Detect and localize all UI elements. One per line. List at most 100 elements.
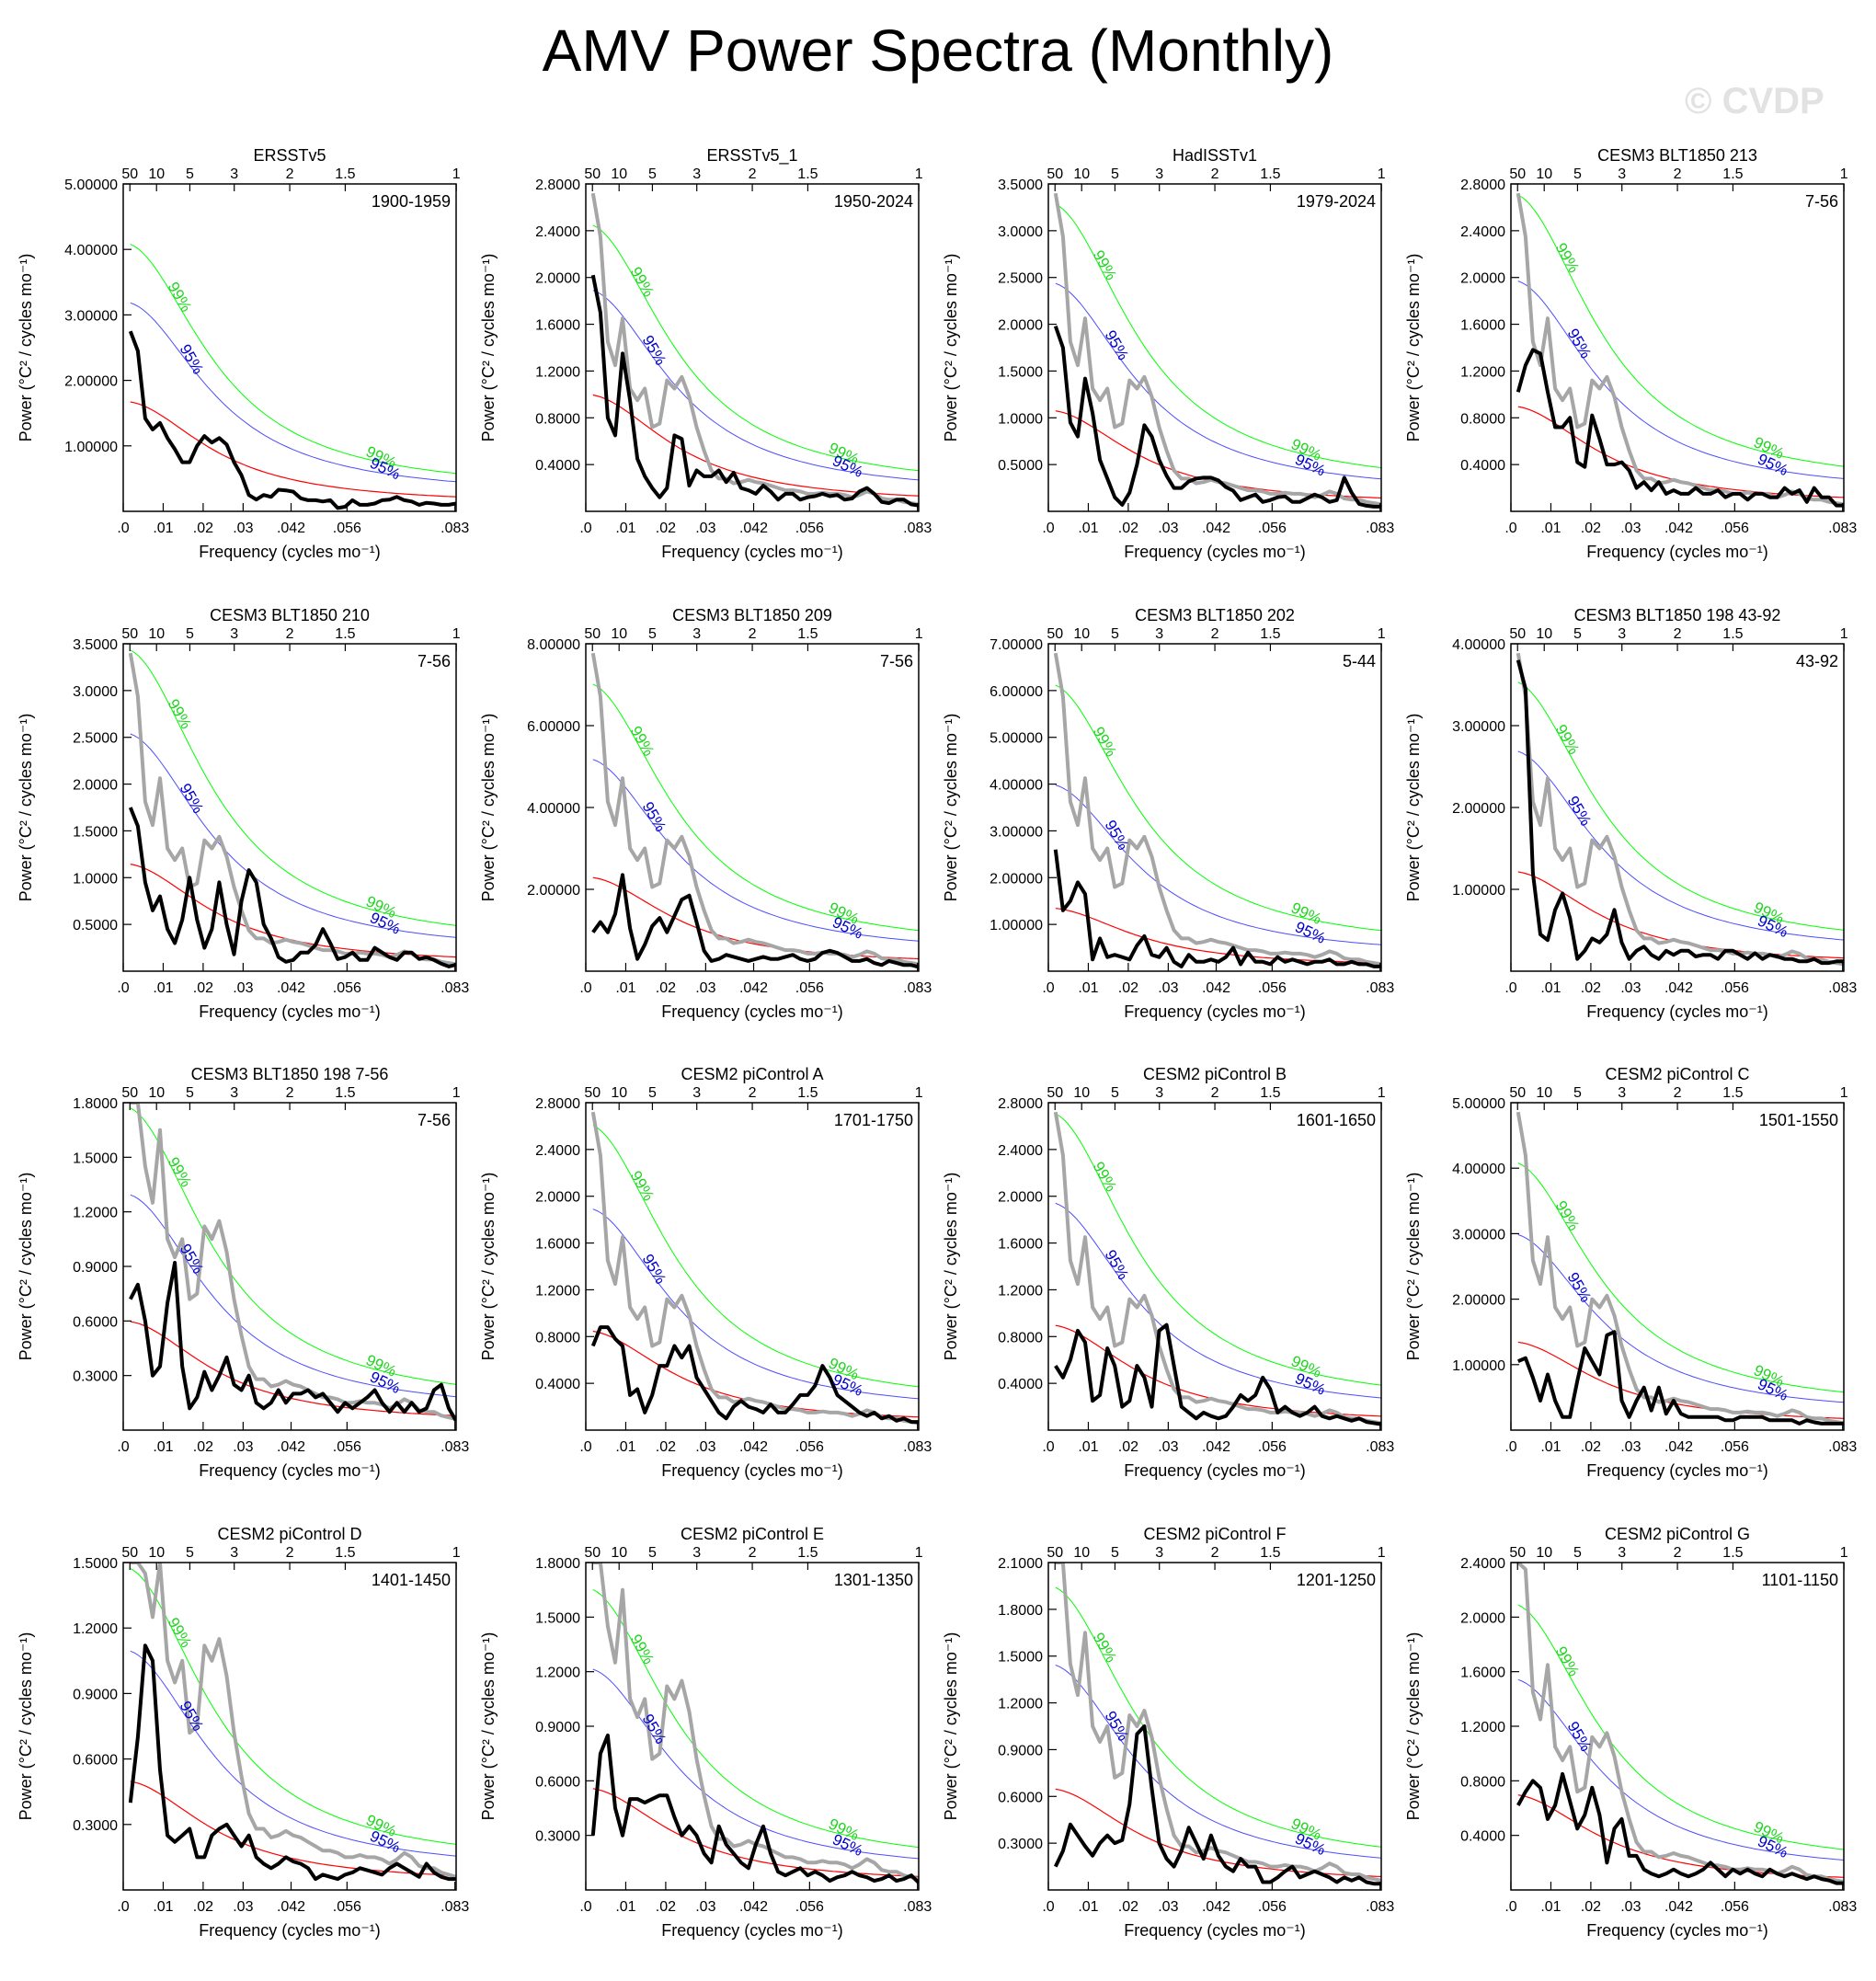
conf-95-label: 95% [829,913,865,943]
x-tick-label: .02 [193,1899,213,1915]
y-tick-label: 1.00000 [1452,1358,1505,1374]
x-tick-label: .056 [1721,521,1749,536]
x-tick-label: .0 [579,980,591,996]
y-tick-label: 6.00000 [989,684,1043,700]
period-tick-label: 1 [1840,166,1848,182]
y-tick-label: 2.5000 [73,731,118,747]
period-tick-label: 3 [230,1085,238,1101]
period-tick-label: 5 [186,1085,194,1101]
y-tick-label: 2.00000 [1452,1293,1505,1309]
x-tick-label: .02 [1581,1899,1601,1915]
period-tick-label: 10 [1536,626,1552,642]
period-tick-label: 10 [1536,1085,1552,1101]
y-tick-label: 0.9000 [998,1743,1043,1758]
period-tick-label: 10 [1073,626,1090,642]
period-tick-label: 5 [1111,1545,1119,1561]
panel-curves [128,244,456,510]
period-tick-label: 1.5 [1260,1085,1280,1101]
period-tick-label: 2 [1674,1085,1682,1101]
plot-frame [1510,1562,1845,1891]
y-tick-label: 2.0000 [535,271,580,287]
y-tick-label: 1.5000 [73,824,118,840]
conf-95-label: 95% [639,332,669,368]
x-tick-label: .0 [1042,1899,1054,1915]
reference-spectrum-line [590,192,919,507]
model-spectrum-line [129,1261,456,1423]
conf-95-label: 95% [639,799,669,835]
x-tick-label: .01 [615,1439,635,1455]
conf-95-label: 95% [1102,327,1132,363]
x-tick-label: .02 [1118,1899,1138,1915]
spectrum-panel-6: 99%99%95%95%2.000004.000006.000008.00000… [479,606,932,1021]
period-tick-label: 5 [186,1545,194,1561]
period-tick-label: 2 [1211,1545,1219,1561]
x-tick-label: .02 [656,1439,676,1455]
y-tick-label: 2.4000 [1460,1556,1505,1572]
period-tick-label: 5 [1573,166,1582,182]
period-tick-label: 1.5 [797,1545,818,1561]
reference-spectrum-line [1053,652,1381,967]
conf-99-curve [592,224,919,472]
y-tick-label: 2.0000 [1460,1610,1505,1626]
period-tick-label: 1 [1840,626,1848,642]
period-tick-label: 1.5 [335,1545,355,1561]
period-tick-label: 50 [121,166,138,182]
x-axis-label: Frequency (cycles mo⁻¹) [199,1921,381,1940]
x-axis-label: Frequency (cycles mo⁻¹) [199,543,381,561]
period-tick-label: 50 [584,626,601,642]
conf-95-curve [130,733,456,938]
period-label: 1979-2024 [1297,192,1376,211]
conf-95-label: 95% [1564,1269,1595,1305]
conf-99-curve [1055,684,1381,932]
conf-99-curve [1055,1113,1381,1386]
x-tick-label: .042 [739,1899,768,1915]
x-tick-label: .0 [1504,980,1516,996]
x-tick-label: .042 [739,521,768,536]
x-tick-label: .02 [193,1439,213,1455]
x-tick-label: .03 [695,1899,715,1915]
red-noise-curve [592,876,919,960]
spectrum-panel-9: 99%99%95%95%0.30000.60000.90001.20001.50… [17,1065,469,1480]
period-tick-label: 2 [1211,1085,1219,1101]
x-tick-label: .03 [1158,1439,1178,1455]
x-tick-label: .01 [1540,1899,1561,1915]
panel-title: CESM2 piControl D [217,1525,361,1543]
model-spectrum-line [590,274,919,508]
period-tick-label: 1 [915,1085,923,1101]
red-noise-curve [1517,871,1844,959]
x-axis-label: Frequency (cycles mo⁻¹) [1586,1002,1768,1021]
panel-title: CESM2 piControl A [681,1065,823,1083]
period-tick-label: 3 [692,626,701,642]
period-label: 1601-1650 [1297,1111,1376,1129]
period-tick-label: 3 [1155,1545,1163,1561]
red-noise-curve [130,1321,456,1416]
spectrum-panel-12: 99%99%95%95%1.000002.000003.000004.00000… [1404,1065,1857,1480]
y-tick-label: 0.9000 [73,1260,118,1276]
period-tick-label: 3 [1618,626,1626,642]
red-noise-curve [592,1788,919,1877]
x-axis-label: Frequency (cycles mo⁻¹) [661,1921,843,1940]
conf-95-label: 95% [367,1827,403,1857]
period-tick-label: 2 [749,1545,757,1561]
period-tick-label: 3 [692,1545,701,1561]
period-label: 1301-1350 [834,1571,913,1589]
period-tick-label: 2 [286,626,294,642]
period-tick-label: 10 [1536,166,1552,182]
x-tick-label: .03 [1620,1899,1641,1915]
conf-99-curve [1517,681,1844,931]
red-noise-curve [1517,1794,1844,1878]
period-tick-label: 10 [148,1085,165,1101]
model-spectrum-line [1516,348,1844,508]
panel-curves [1053,192,1381,509]
x-axis-label: Frequency (cycles mo⁻¹) [661,1461,843,1480]
period-tick-label: 1 [915,1545,923,1561]
y-tick-label: 0.8000 [998,1330,1043,1345]
period-tick-label: 1.5 [1722,1545,1743,1561]
plot-frame [1510,643,1845,972]
conf-99-label: 99% [627,264,658,300]
y-axis-label: Power (°C² / cycles mo⁻¹) [1404,1632,1423,1821]
conf-95-label: 95% [1292,918,1328,947]
red-noise-curve [1517,1341,1844,1419]
y-tick-label: 4.00000 [527,801,580,817]
conf-95-label: 95% [1292,1830,1328,1860]
